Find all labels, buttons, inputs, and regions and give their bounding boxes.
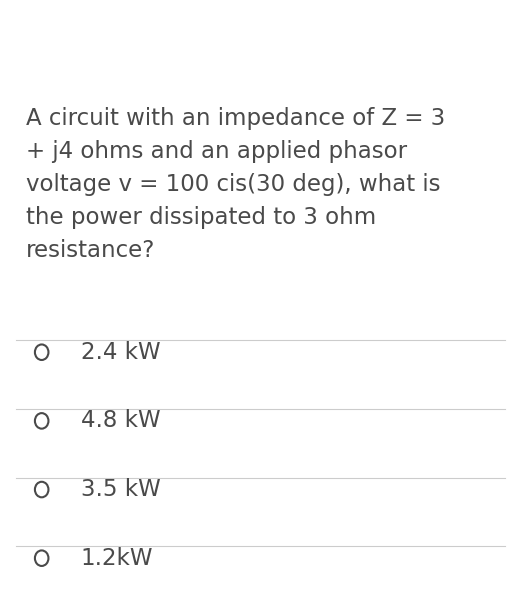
Text: 1.2kW: 1.2kW (81, 547, 153, 570)
Text: 2.4 kW: 2.4 kW (81, 341, 160, 364)
Text: 4.8 kW: 4.8 kW (81, 410, 160, 432)
Text: A circuit with an impedance of Z = 3
+ j4 ohms and an applied phasor
voltage v =: A circuit with an impedance of Z = 3 + j… (26, 107, 445, 262)
Text: 3.5 kW: 3.5 kW (81, 478, 160, 501)
